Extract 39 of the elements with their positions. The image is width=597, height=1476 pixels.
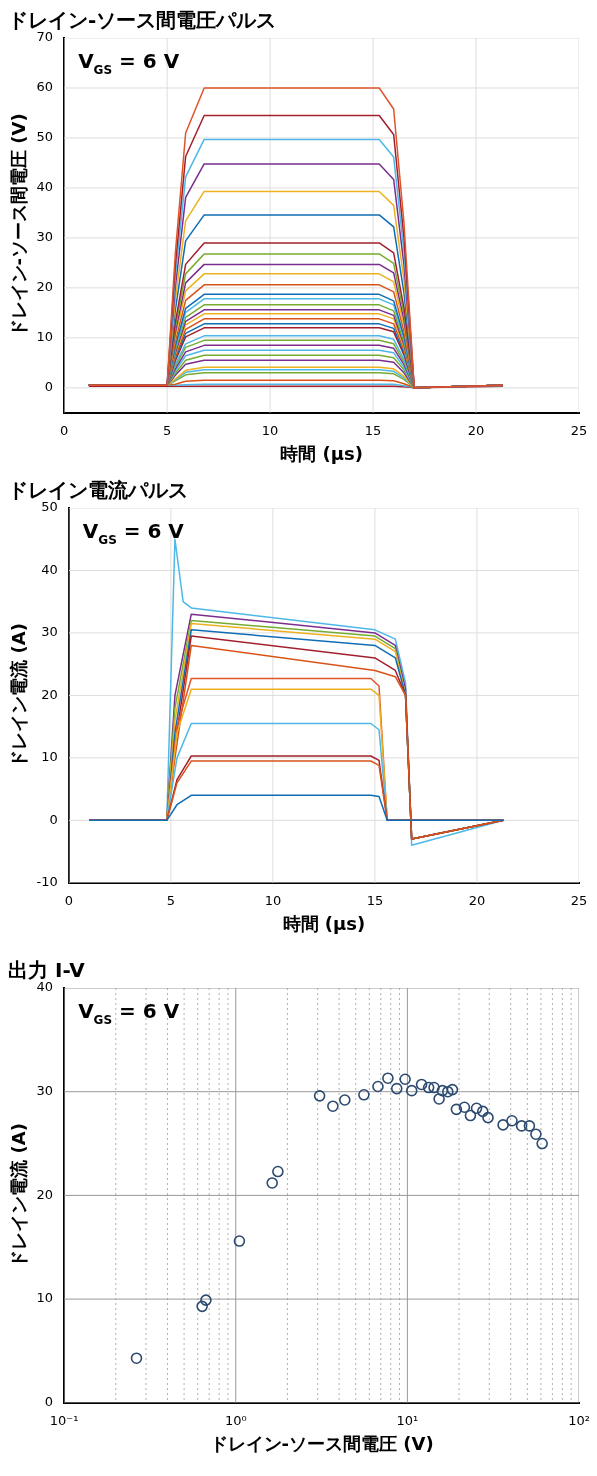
x-tick-label: 15 bbox=[366, 892, 384, 908]
y-tick-label: 20 bbox=[36, 279, 54, 295]
y-axis-title: ドレイン電流 (A) bbox=[8, 623, 30, 768]
x-axis-title: 時間 (µs) bbox=[282, 912, 366, 934]
x-tick-label: 5 bbox=[166, 892, 176, 908]
y-axis-title: ドレイン-ソース間電圧 (V) bbox=[8, 113, 30, 338]
x-tick-label: 25 bbox=[570, 892, 588, 908]
x-tick-label: 5 bbox=[162, 422, 172, 438]
y-axis-title: ドレイン電流 (A) bbox=[8, 1123, 30, 1268]
x-axis-title: ドレイン-ソース間電圧 (V) bbox=[209, 1432, 434, 1454]
y-tick-label: 50 bbox=[36, 129, 54, 145]
x-tick-label: 20 bbox=[467, 422, 485, 438]
x-tick-label: 0 bbox=[64, 892, 73, 908]
y-tick-label: 20 bbox=[41, 686, 58, 702]
y-tick-label: 10 bbox=[36, 1290, 54, 1306]
y-tick-label: 60 bbox=[36, 79, 54, 95]
x-tick-label: 25 bbox=[570, 422, 588, 438]
x-tick-label: 10² bbox=[568, 1412, 590, 1428]
y-tick-label: 10 bbox=[36, 329, 54, 345]
y-tick-label: -10 bbox=[36, 874, 58, 890]
y-tick-label: 20 bbox=[36, 1186, 54, 1202]
x-tick-label: 10 bbox=[264, 892, 282, 908]
y-tick-label: 40 bbox=[41, 561, 58, 577]
x-tick-label: 10⁰ bbox=[224, 1412, 247, 1428]
x-tick-label: 10 bbox=[261, 422, 279, 438]
y-tick-label: 10 bbox=[41, 749, 58, 765]
y-tick-label: 30 bbox=[36, 1083, 54, 1099]
x-tick-label: 0 bbox=[60, 422, 69, 438]
y-tick-label: 30 bbox=[41, 624, 58, 640]
x-axis-title: 時間 (µs) bbox=[280, 442, 363, 464]
x-tick-label: 10⁻¹ bbox=[49, 1412, 79, 1428]
y-tick-label: 30 bbox=[36, 229, 54, 245]
y-tick-label: 0 bbox=[49, 811, 58, 827]
y-tick-label: 40 bbox=[36, 179, 54, 195]
y-tick-label: 0 bbox=[44, 379, 54, 395]
x-tick-label: 20 bbox=[468, 892, 486, 908]
y-tick-label: 0 bbox=[44, 1394, 54, 1410]
x-tick-label: 10¹ bbox=[396, 1412, 419, 1428]
x-tick-label: 15 bbox=[364, 422, 382, 438]
